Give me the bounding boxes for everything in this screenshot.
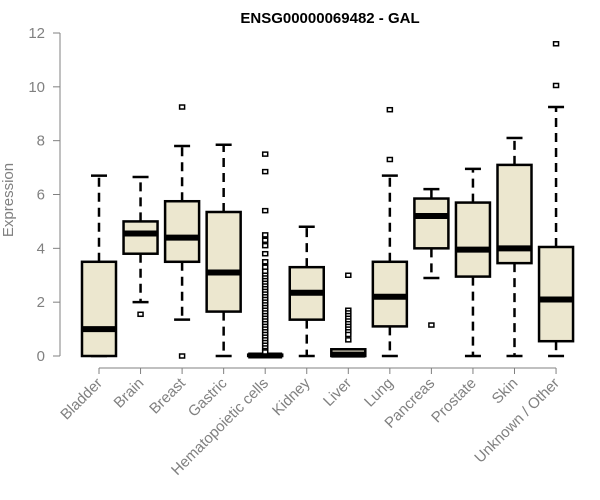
x-tick-label: Liver (320, 375, 355, 410)
box-iqr (454, 201, 492, 278)
outlier-point (261, 237, 269, 244)
x-tick-label: Skin (489, 375, 522, 408)
x-tick-label: Kidney (269, 374, 314, 419)
outlier-point (261, 250, 269, 257)
box-iqr (537, 245, 575, 343)
outlier-point (261, 242, 269, 249)
outlier-point (261, 259, 269, 265)
y-tick-label: 4 (37, 240, 45, 257)
outlier-point (345, 337, 352, 343)
outlier-point (428, 322, 435, 328)
y-tick-label: 12 (28, 25, 45, 42)
x-tick-label: Breast (146, 374, 189, 417)
outlier-point (261, 349, 269, 355)
box-iqr (122, 220, 159, 255)
x-tick-label: Prostate (428, 375, 480, 427)
x-tick-label: Lung (361, 375, 397, 411)
y-tick-label: 0 (37, 348, 45, 365)
y-tick-label: 6 (37, 187, 45, 204)
outlier-point (261, 207, 269, 214)
outlier-point (261, 232, 269, 238)
outlier-point (261, 151, 269, 157)
box-iqr (80, 260, 118, 358)
outlier-point (345, 272, 352, 278)
outlier-point (386, 106, 394, 113)
outlier-point (137, 311, 144, 318)
outlier-point (386, 156, 394, 163)
box-iqr (205, 210, 242, 313)
outlier-point (552, 41, 560, 47)
outlier-point (261, 168, 269, 175)
y-tick-label: 10 (28, 79, 45, 96)
y-tick-label: 8 (37, 133, 45, 150)
x-tick-label: Brain (111, 375, 148, 412)
outlier-point (178, 353, 186, 359)
x-tick-label: Bladder (57, 375, 106, 424)
outlier-point (552, 82, 560, 89)
y-tick-label: 2 (37, 294, 45, 311)
y-axis-label: Expression (0, 163, 17, 237)
outlier-point (345, 331, 352, 338)
chart-title: ENSG00000069482 - GAL (240, 10, 419, 27)
box-iqr (413, 197, 450, 250)
box-iqr (163, 199, 201, 264)
outlier-point (178, 104, 186, 110)
